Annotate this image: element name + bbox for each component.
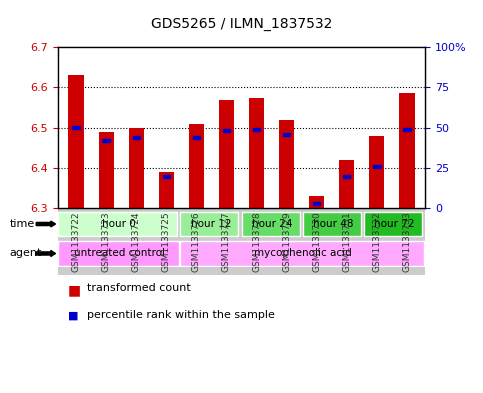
Bar xyxy=(373,165,381,168)
Text: hour 24: hour 24 xyxy=(252,219,292,229)
Bar xyxy=(369,136,384,208)
Bar xyxy=(223,130,230,132)
FancyBboxPatch shape xyxy=(242,211,299,237)
FancyBboxPatch shape xyxy=(180,211,239,237)
Bar xyxy=(249,97,264,208)
Bar xyxy=(339,160,355,208)
Text: ■: ■ xyxy=(68,283,81,297)
Bar xyxy=(253,128,260,131)
FancyBboxPatch shape xyxy=(180,241,424,266)
Text: ■: ■ xyxy=(68,310,78,320)
Text: hour 48: hour 48 xyxy=(313,219,354,229)
Text: agent: agent xyxy=(10,248,42,259)
Bar xyxy=(99,132,114,208)
Bar xyxy=(219,99,234,208)
Bar xyxy=(132,136,140,139)
FancyBboxPatch shape xyxy=(364,211,422,237)
Bar xyxy=(399,94,414,208)
Text: hour 72: hour 72 xyxy=(374,219,415,229)
Text: transformed count: transformed count xyxy=(87,283,191,293)
Text: untreated control: untreated control xyxy=(73,248,165,259)
Text: hour 0: hour 0 xyxy=(102,219,136,229)
Bar xyxy=(193,136,200,139)
Bar xyxy=(159,172,174,208)
Text: time: time xyxy=(10,219,35,229)
FancyBboxPatch shape xyxy=(58,241,179,266)
Bar xyxy=(343,174,351,178)
Bar xyxy=(163,174,170,178)
Bar xyxy=(309,196,324,208)
Bar xyxy=(403,128,411,131)
Bar xyxy=(102,139,110,142)
Bar xyxy=(72,126,80,129)
Text: GDS5265 / ILMN_1837532: GDS5265 / ILMN_1837532 xyxy=(151,17,332,31)
Text: mycophenolic acid: mycophenolic acid xyxy=(254,248,352,259)
Bar xyxy=(279,120,294,208)
Bar xyxy=(283,133,290,136)
Bar xyxy=(69,75,84,208)
FancyBboxPatch shape xyxy=(303,211,361,237)
FancyBboxPatch shape xyxy=(58,211,177,237)
Bar xyxy=(189,124,204,208)
Bar xyxy=(313,202,320,205)
Text: hour 12: hour 12 xyxy=(191,219,231,229)
Bar xyxy=(128,128,144,208)
Text: percentile rank within the sample: percentile rank within the sample xyxy=(87,310,275,320)
